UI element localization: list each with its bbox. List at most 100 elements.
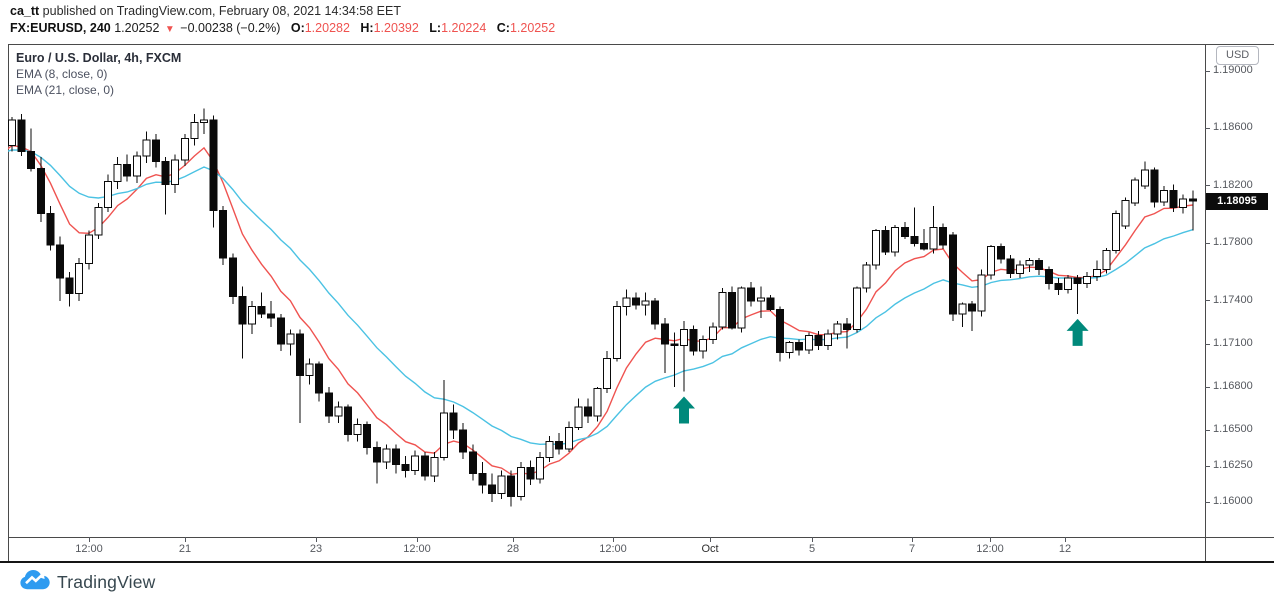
ema21-line [8,149,1194,446]
time-tick [710,537,711,542]
price-tick-label: 1.17800 [1213,236,1253,249]
price-tick-label: 1.16250 [1213,459,1253,472]
candle-body [526,467,535,480]
candle-body [1035,260,1044,270]
candle-body [708,326,717,341]
candle-body [56,244,64,279]
candle-body [8,119,16,147]
price-axis-separator [1205,44,1206,562]
time-tick [89,537,90,542]
candle-body [75,263,84,295]
candle-body [1160,189,1168,203]
time-tick [990,537,991,542]
candle-body [353,423,362,436]
price-tick-label: 1.18200 [1213,178,1253,191]
candle-body [324,392,333,417]
candle-body [113,163,122,183]
candle-body [152,139,160,163]
time-tick-label: 12:00 [976,543,1004,555]
candle-body [1025,260,1034,266]
open-value: 1.20282 [304,21,350,35]
candle-body [910,235,919,244]
price-tick [1205,429,1210,431]
ema21-legend: EMA (21, close, 0) [16,83,115,97]
price-tick-label: 1.19000 [1213,64,1253,76]
candle-body [1179,198,1188,209]
low-value: 1.20224 [441,21,487,35]
candle-body [497,475,506,494]
time-tick-label: 12:00 [599,543,627,555]
open-label: O: [290,21,305,35]
candle-body [411,455,420,471]
candle-body [737,287,746,329]
chart-legend: Euro / U.S. Dollar, 4h, FXCM EMA (8, clo… [16,50,181,98]
candle-body [449,412,458,431]
candle-body [334,406,343,417]
time-tick [1065,537,1066,542]
time-tick-label: 5 [808,543,816,555]
ema8-line [8,144,1193,476]
candle-body [574,406,583,428]
price-tick [1205,343,1210,345]
time-tick-label: 28 [506,543,520,555]
byline-text: published on TradingView.com, February 0… [39,4,401,18]
candle-body [132,155,141,177]
candle-body [286,333,295,345]
candle-body [920,242,928,250]
candle-body [440,412,448,459]
candle-body [852,287,861,331]
candle-body [584,406,592,417]
candle-body [977,274,986,312]
candle-body [1150,169,1159,203]
candle-body [516,467,525,497]
time-tick [613,537,614,542]
time-tick-label: Oct [701,543,719,555]
candle-body [267,313,276,319]
candle-body [248,306,256,325]
candle-body [833,323,842,335]
price-tick-label: 1.16800 [1213,380,1253,393]
candle-body [814,334,823,346]
candle-body [363,423,372,448]
candle-body [948,234,957,315]
candle-body [228,257,237,298]
candle-body [392,448,400,466]
candle-body [1140,169,1149,187]
candle-body [987,245,996,276]
time-tick-label: 12:00 [403,543,431,555]
candle-body [1083,275,1092,285]
candle-body [1073,277,1082,285]
chart-frame-top [8,44,1274,45]
time-tick-label: 12:00 [75,543,103,555]
price-tick [1205,242,1210,244]
candle-body [1112,212,1120,252]
candle-body [785,342,794,354]
candle-body [104,181,112,209]
candle-body [27,150,36,170]
candle-body [46,212,55,246]
currency-badge[interactable]: USD [1216,46,1260,65]
candle-body [612,306,621,359]
candle-body [382,448,391,463]
candlestick-chart[interactable] [8,44,1205,537]
time-tick [185,537,186,542]
candle-body [564,426,573,450]
candles [8,108,1197,507]
candle-body [900,227,909,237]
down-triangle-icon: ▼ [164,24,175,35]
candle-body [171,159,180,186]
price-tick-label: 1.16000 [1213,495,1253,508]
price-tick [1205,501,1210,503]
price-tick-label: 1.17100 [1213,337,1253,350]
candle-body [123,163,132,177]
candle-body [180,138,189,161]
tradingview-logo[interactable]: TradingView [20,569,156,595]
candle-body [881,230,890,253]
candle-body [344,406,352,436]
candle-body [804,334,813,351]
price-tick [1205,465,1210,467]
high-label: H: [360,21,374,35]
candle-body [603,357,612,390]
candle-body [593,388,602,417]
